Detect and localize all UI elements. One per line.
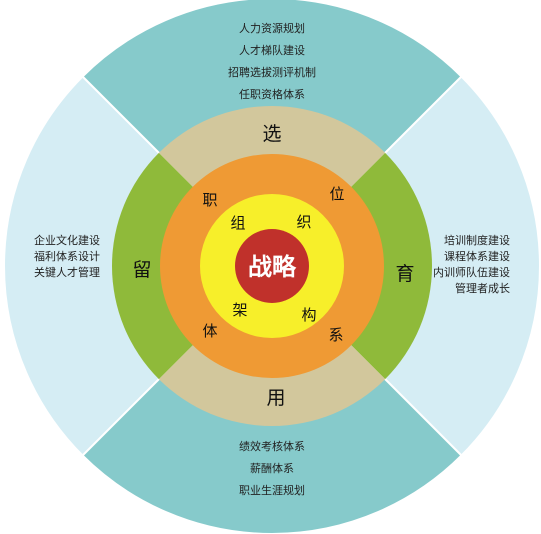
orange-ring-char: 体 — [202, 322, 217, 340]
outer-right-item: 培训制度建设 — [444, 233, 510, 247]
yellow-ring-char: 织 — [296, 213, 311, 231]
outer-top-item: 人才梯队建设 — [239, 43, 305, 57]
middle-right-label: 育 — [395, 263, 414, 285]
outer-bottom-item: 薪酬体系 — [250, 461, 294, 475]
outer-left-item: 关键人才管理 — [34, 265, 100, 279]
middle-bottom-label: 用 — [266, 387, 285, 409]
outer-top-item: 任职资格体系 — [239, 87, 305, 101]
outer-top-item: 招聘选拔测评机制 — [228, 65, 316, 79]
outer-right-item: 内训师队伍建设 — [433, 265, 510, 279]
outer-top-list: 人力资源规划 人才梯队建设 招聘选拔测评机制 任职资格体系 — [228, 21, 316, 101]
outer-left-list: 企业文化建设 福利体系设计 关键人才管理 — [34, 233, 100, 279]
outer-right-item: 管理者成长 — [455, 281, 510, 295]
outer-left-item: 企业文化建设 — [34, 233, 100, 247]
middle-top-label: 选 — [262, 123, 281, 145]
yellow-ring-char: 组 — [230, 214, 245, 232]
orange-ring-char: 位 — [329, 185, 344, 203]
outer-bottom-item: 绩效考核体系 — [239, 439, 305, 453]
outer-top-item: 人力资源规划 — [239, 21, 305, 35]
outer-bottom-item: 职业生涯规划 — [239, 483, 305, 497]
outer-bottom-list: 绩效考核体系 薪酬体系 职业生涯规划 — [239, 439, 305, 497]
middle-left-label: 留 — [132, 259, 151, 281]
outer-right-list: 培训制度建设 课程体系建设 内训师队伍建设 管理者成长 — [433, 233, 510, 295]
core-label: 战略 — [248, 253, 297, 281]
yellow-ring-char: 架 — [232, 301, 247, 319]
orange-ring-char: 职 — [202, 191, 217, 209]
outer-left-item: 福利体系设计 — [34, 249, 100, 263]
outer-right-item: 课程体系建设 — [444, 249, 510, 263]
yellow-ring-char: 构 — [301, 306, 316, 324]
orange-ring-char: 系 — [328, 326, 343, 344]
core-circle — [235, 229, 309, 303]
